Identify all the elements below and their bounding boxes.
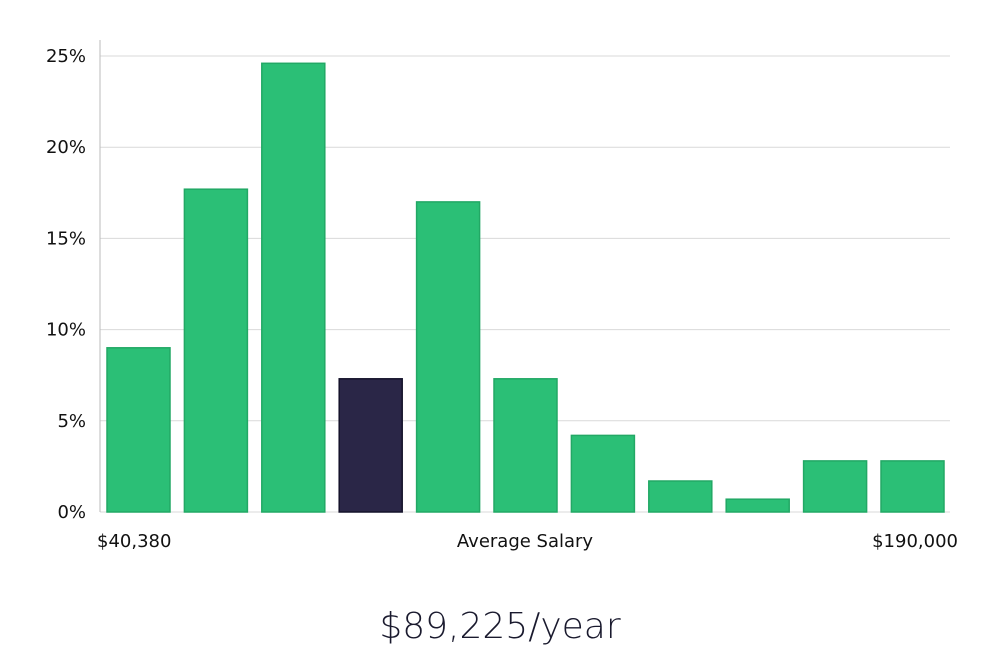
bar [880, 460, 945, 513]
y-tick-label: 15% [46, 228, 86, 249]
y-tick-label: 10% [46, 320, 86, 341]
bar-highlighted [338, 378, 403, 513]
y-tick-label: 25% [46, 46, 86, 67]
x-right-label: $190,000 [872, 531, 958, 552]
y-tick-label: 5% [57, 411, 86, 432]
bar [261, 62, 326, 513]
x-center-label: Average Salary [457, 531, 594, 552]
bar [415, 201, 481, 513]
x-left-label: $40,380 [97, 531, 171, 552]
bar [493, 378, 558, 513]
bars-group [106, 62, 945, 513]
bar [570, 434, 636, 513]
average-salary-value: $89,225/year [379, 606, 621, 647]
bar [725, 498, 790, 513]
bar [802, 460, 868, 513]
salary-histogram: 0%5%10%15%20%25% $40,380 Average Salary … [46, 40, 958, 552]
y-axis-ticks: 0% 5% 10% 15% 20% 25% [46, 46, 86, 523]
bar [106, 347, 171, 513]
bar [648, 480, 713, 513]
y-tick-label: 0% [57, 502, 86, 523]
y-tick-label: 20% [46, 137, 86, 158]
bar [183, 188, 249, 513]
